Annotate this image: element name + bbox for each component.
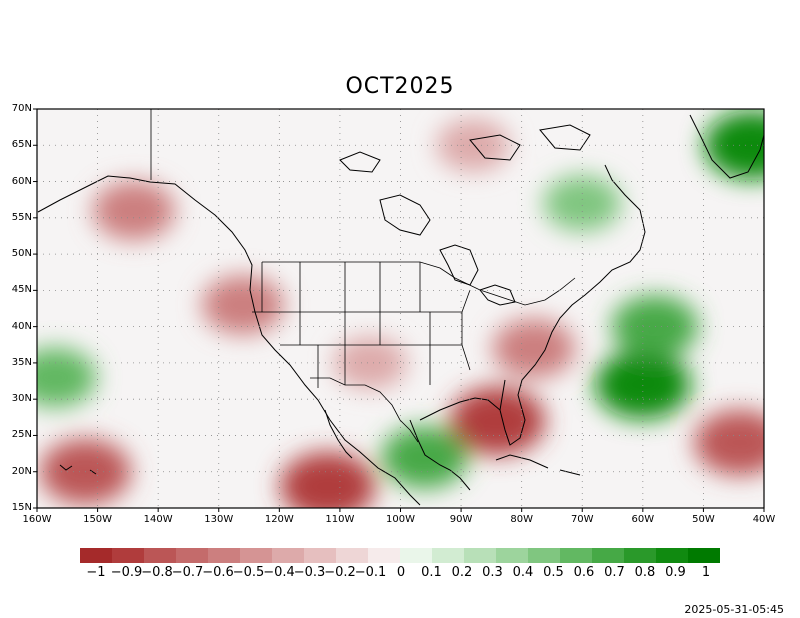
colorbar-swatch (144, 548, 176, 563)
colorbar-swatch (336, 548, 368, 563)
anomaly-region-13 (201, 275, 285, 335)
anomaly-region-8 (704, 110, 764, 180)
lat-tick-label: 50N (11, 248, 32, 260)
anomaly-region-11 (333, 336, 408, 390)
lon-tick-label: 90W (449, 514, 473, 525)
lon-tick-label: 160W (22, 514, 52, 525)
lat-tick-label: 25N (11, 429, 32, 441)
anomaly-region-0 (92, 180, 176, 241)
anomaly-region-7 (611, 295, 699, 358)
timestamp-label: 2025-05-31-05:45 (684, 603, 784, 616)
lat-tick-label: 55N (11, 211, 32, 223)
lat-tick-label: 30N (11, 393, 32, 405)
colorbar-swatch (560, 548, 592, 563)
colorbar-swatch (592, 548, 624, 563)
colorbar-swatch (624, 548, 656, 563)
anomaly-region-4 (492, 318, 575, 378)
colorbar-swatch (272, 548, 304, 563)
colorbar-label: −0.8 (141, 565, 173, 580)
anomaly-region-6 (595, 350, 691, 420)
lon-tick-label: 80W (510, 514, 533, 525)
lat-tick-label: 45N (11, 284, 32, 296)
lat-tick-label: 20N (11, 465, 32, 477)
anomaly-region-5 (694, 409, 764, 476)
lon-tick-label: 110W (325, 514, 355, 525)
gridlines (37, 109, 764, 508)
map-title: OCT2025 (345, 74, 455, 99)
colorbar-swatch (464, 548, 496, 563)
colorbar-label: −0.7 (171, 565, 204, 580)
colorbar-label: 0.3 (482, 565, 503, 580)
colorbar-label: 0.8 (634, 565, 656, 580)
lon-tick-label: 50W (692, 514, 715, 525)
colorbar-label: −0.4 (263, 565, 295, 580)
colorbar-label: 0.4 (512, 565, 534, 580)
colorbar-swatch (304, 548, 336, 563)
anomaly-region-12 (436, 118, 511, 172)
lon-tick-label: 140W (143, 514, 173, 525)
anomaly-region-10 (381, 426, 469, 489)
anomaly-layer (37, 110, 764, 508)
lat-tick-label: 40N (11, 320, 32, 332)
colorbar (80, 548, 720, 563)
colorbar-swatch (496, 548, 528, 563)
colorbar-label: 0.5 (543, 565, 564, 580)
lat-tick-label: 70N (11, 103, 32, 114)
colorbar-label: 0.2 (451, 565, 473, 580)
colorbar-label: −1 (86, 565, 106, 580)
colorbar-label: −0.5 (232, 565, 265, 580)
lat-tick-label: 60N (11, 175, 32, 187)
colorbar-label: 0.1 (421, 565, 442, 580)
colorbar-label: −0.6 (202, 565, 234, 580)
lon-tick-label: 120W (264, 514, 294, 525)
lon-tick-label: 60W (631, 514, 655, 525)
colorbar-label: −0.1 (354, 565, 387, 580)
colorbar-swatch (208, 548, 240, 563)
colorbar-swatch (176, 548, 208, 563)
lon-tick-label: 130W (204, 514, 234, 525)
anomaly-region-9 (37, 347, 97, 408)
colorbar-swatch (400, 548, 432, 563)
colorbar-label: 0.9 (665, 565, 686, 580)
colorbar-swatch (80, 548, 112, 563)
colorbar-swatch (688, 548, 720, 563)
colorbar-swatch (112, 548, 144, 563)
colorbar-label: 0.6 (573, 565, 595, 580)
colorbar-swatch (432, 548, 464, 563)
lon-tick-label: 150W (83, 514, 113, 525)
colorbar-label: −0.2 (324, 565, 356, 580)
colorbar-label: 0 (396, 565, 406, 580)
colorbar-label: −0.9 (110, 565, 143, 580)
colorbar-label: 1 (701, 565, 711, 580)
anomaly-region-2 (280, 451, 376, 508)
colorbar-label: −0.3 (293, 565, 326, 580)
coastlines (37, 114, 764, 506)
lat-tick-label: 35N (11, 356, 32, 368)
lon-tick-label: 100W (386, 514, 415, 525)
anomaly-region-14 (543, 175, 622, 232)
lat-tick-label: 15N (11, 502, 32, 513)
lat-tick-label: 65N (11, 139, 32, 151)
lon-tick-label: 40W (752, 514, 776, 525)
political-borders (150, 109, 576, 443)
colorbar-swatch (368, 548, 400, 563)
colorbar-swatch (240, 548, 272, 563)
colorbar-swatch (656, 548, 688, 563)
lon-tick-label: 70W (570, 514, 594, 525)
colorbar-label: 0.7 (604, 565, 625, 580)
colorbar-swatch (528, 548, 560, 563)
